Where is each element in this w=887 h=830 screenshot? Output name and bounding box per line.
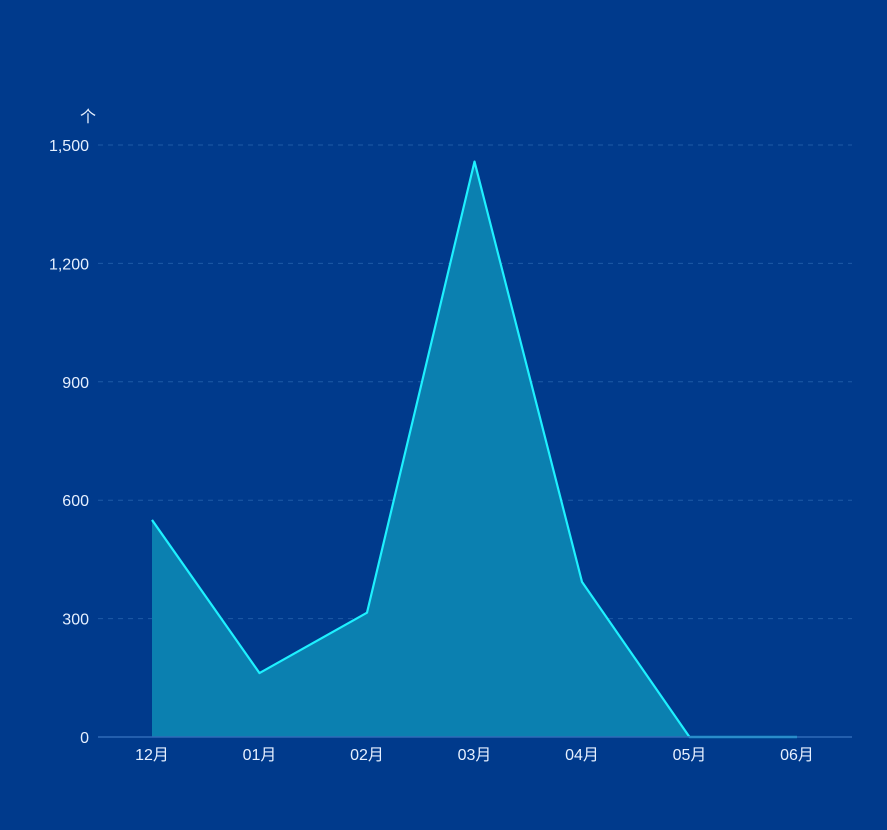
- data-point-02月[interactable]: [363, 609, 371, 617]
- y-tick-label: 300: [62, 612, 89, 629]
- data-point-01月[interactable]: [256, 669, 264, 677]
- data-point-04月[interactable]: [578, 578, 586, 586]
- y-tick-label: 0: [80, 730, 89, 747]
- x-tick-label: 03月: [458, 747, 492, 764]
- x-tick-label: 12月: [135, 747, 169, 764]
- x-tick-label: 01月: [243, 747, 277, 764]
- y-tick-label: 900: [62, 375, 89, 392]
- y-tick-label: 600: [62, 493, 89, 510]
- y-axis-unit-label: 个: [80, 108, 96, 126]
- y-tick-label: 1,500: [49, 138, 89, 155]
- series-area-fill: [152, 161, 797, 738]
- x-tick-label: 04月: [565, 747, 599, 764]
- x-tick-label: 05月: [673, 747, 707, 764]
- x-tick-label: 02月: [350, 747, 384, 764]
- axis-layer: 0 300 600 900 1,200 1,500 12月 01月 02月 03月 04月 05月 06…: [49, 138, 852, 764]
- x-tick-label: 06月: [780, 747, 814, 764]
- data-point-12月[interactable]: [148, 516, 156, 524]
- data-point-03月[interactable]: [471, 158, 479, 166]
- y-tick-label: 1,200: [49, 256, 89, 273]
